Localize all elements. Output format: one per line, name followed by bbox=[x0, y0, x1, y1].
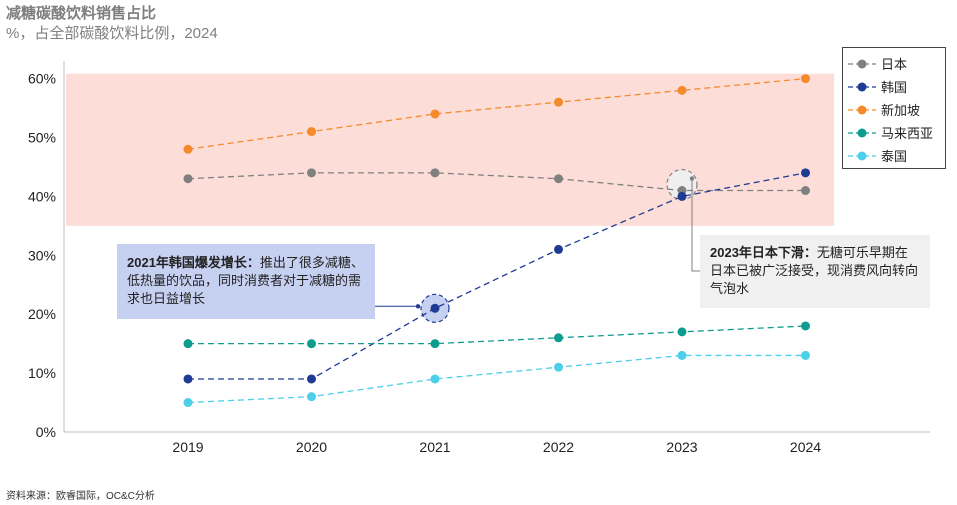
point-singapore-2024 bbox=[801, 74, 810, 84]
legend-item-malaysia: 马来西亚 bbox=[847, 121, 945, 144]
connector-japan bbox=[691, 178, 700, 272]
legend-dot-thailand bbox=[857, 151, 867, 160]
legend-label-japan: 日本 bbox=[881, 57, 908, 72]
chart-subtitle: %，占全部碳酸饮料比例，2024 bbox=[6, 25, 218, 42]
x-tick-label-2024: 2024 bbox=[790, 439, 821, 455]
point-korea-2021 bbox=[430, 303, 440, 313]
x-tick-label-2022: 2022 bbox=[543, 439, 574, 455]
point-thailand-2023 bbox=[677, 350, 687, 360]
annotation-japan-text: 无糖可乐早期在日本已被广泛接受，现消费风向转向气泡水 bbox=[710, 245, 919, 296]
point-singapore-2023 bbox=[677, 85, 687, 95]
x-tick-label-2023: 2023 bbox=[666, 439, 697, 455]
point-malaysia-2023 bbox=[677, 327, 687, 337]
point-thailand-2019 bbox=[183, 398, 193, 408]
point-singapore-2019 bbox=[183, 144, 193, 154]
legend-label-malaysia: 马来西亚 bbox=[881, 126, 934, 141]
legend-marker-korea bbox=[848, 82, 876, 91]
point-thailand-2021 bbox=[430, 374, 440, 384]
point-korea-2022 bbox=[554, 244, 563, 254]
y-tick-label-50: 50% bbox=[28, 130, 56, 146]
legend-item-thailand: 泰国 bbox=[847, 144, 945, 167]
point-japan-2022 bbox=[554, 174, 563, 184]
annotation-japan-title: 2023年日本下滑： bbox=[710, 245, 817, 260]
point-singapore-2020 bbox=[307, 127, 316, 137]
legend-dot-japan bbox=[857, 59, 867, 68]
legend-dot-singapore bbox=[857, 105, 867, 114]
y-tick-label-40: 40% bbox=[28, 188, 56, 204]
legend-item-japan: 日本 bbox=[847, 52, 945, 75]
annotation-korea-title: 2021年韩国爆发增长： bbox=[127, 255, 260, 270]
point-japan-2020 bbox=[307, 168, 316, 178]
legend: 日本 韩国 新加坡 马来西亚 泰国 bbox=[842, 47, 946, 169]
legend-dot-korea bbox=[857, 82, 867, 91]
y-tick-label-0: 0% bbox=[36, 424, 56, 440]
point-korea-2020 bbox=[307, 374, 316, 384]
series-line-korea bbox=[188, 172, 806, 380]
point-thailand-2024 bbox=[801, 350, 810, 360]
point-korea-2019 bbox=[183, 374, 193, 384]
x-tick-label-2019: 2019 bbox=[172, 439, 203, 455]
y-tick-label-10: 10% bbox=[28, 365, 56, 381]
y-tick-label-60: 60% bbox=[28, 71, 56, 87]
y-tick-label-30: 30% bbox=[28, 247, 56, 263]
legend-marker-singapore bbox=[848, 105, 876, 114]
legend-label-korea: 韩国 bbox=[881, 80, 908, 95]
series-line-malaysia bbox=[188, 325, 806, 345]
annotation-korea-text: 推出了很多减糖、低热量的饮品，同时消费者对于减糖的需求也日益增长 bbox=[127, 255, 364, 306]
point-malaysia-2019 bbox=[183, 339, 193, 349]
series-line-singapore bbox=[187, 77, 806, 150]
legend-item-korea: 韩国 bbox=[847, 75, 945, 98]
highlight-band bbox=[66, 73, 834, 226]
point-thailand-2020 bbox=[307, 392, 316, 402]
annotation-japan-2023: 2023年日本下滑：无糖可乐早期在日本已被广泛接受，现消费风向转向气泡水 bbox=[700, 235, 930, 308]
point-korea-2023 bbox=[677, 191, 687, 201]
series-line-thailand bbox=[187, 354, 806, 404]
source-note: 资料来源：欧睿国际，OC&C分析 bbox=[6, 491, 155, 502]
point-japan-2024 bbox=[801, 186, 810, 196]
legend-item-singapore: 新加坡 bbox=[847, 98, 945, 121]
legend-label-thailand: 泰国 bbox=[881, 149, 908, 164]
point-korea-2024 bbox=[801, 168, 810, 178]
legend-marker-malaysia bbox=[848, 128, 876, 137]
chart-title: 减糖碳酸饮料销售占比 bbox=[6, 5, 157, 22]
legend-marker-japan bbox=[848, 59, 876, 68]
point-malaysia-2022 bbox=[554, 333, 563, 343]
x-tick-label-2021: 2021 bbox=[419, 439, 450, 455]
point-japan-2019 bbox=[183, 174, 193, 184]
point-singapore-2022 bbox=[554, 97, 563, 107]
point-malaysia-2020 bbox=[307, 339, 316, 349]
series-line-japan bbox=[187, 172, 806, 192]
point-singapore-2021 bbox=[430, 109, 440, 119]
point-malaysia-2021 bbox=[430, 339, 440, 349]
x-tick-label-2020: 2020 bbox=[296, 439, 327, 455]
y-tick-label-20: 20% bbox=[28, 306, 56, 322]
point-japan-2021 bbox=[430, 168, 440, 178]
point-malaysia-2024 bbox=[801, 321, 810, 331]
connector-dot-korea bbox=[415, 304, 421, 309]
connector-dot-japan bbox=[689, 176, 695, 181]
point-thailand-2022 bbox=[554, 362, 563, 372]
annotation-korea-2021: 2021年韩国爆发增长：推出了很多减糖、低热量的饮品，同时消费者对于减糖的需求也… bbox=[117, 244, 375, 319]
legend-label-singapore: 新加坡 bbox=[881, 103, 921, 118]
legend-dot-malaysia bbox=[857, 128, 867, 137]
legend-marker-thailand bbox=[848, 151, 876, 160]
